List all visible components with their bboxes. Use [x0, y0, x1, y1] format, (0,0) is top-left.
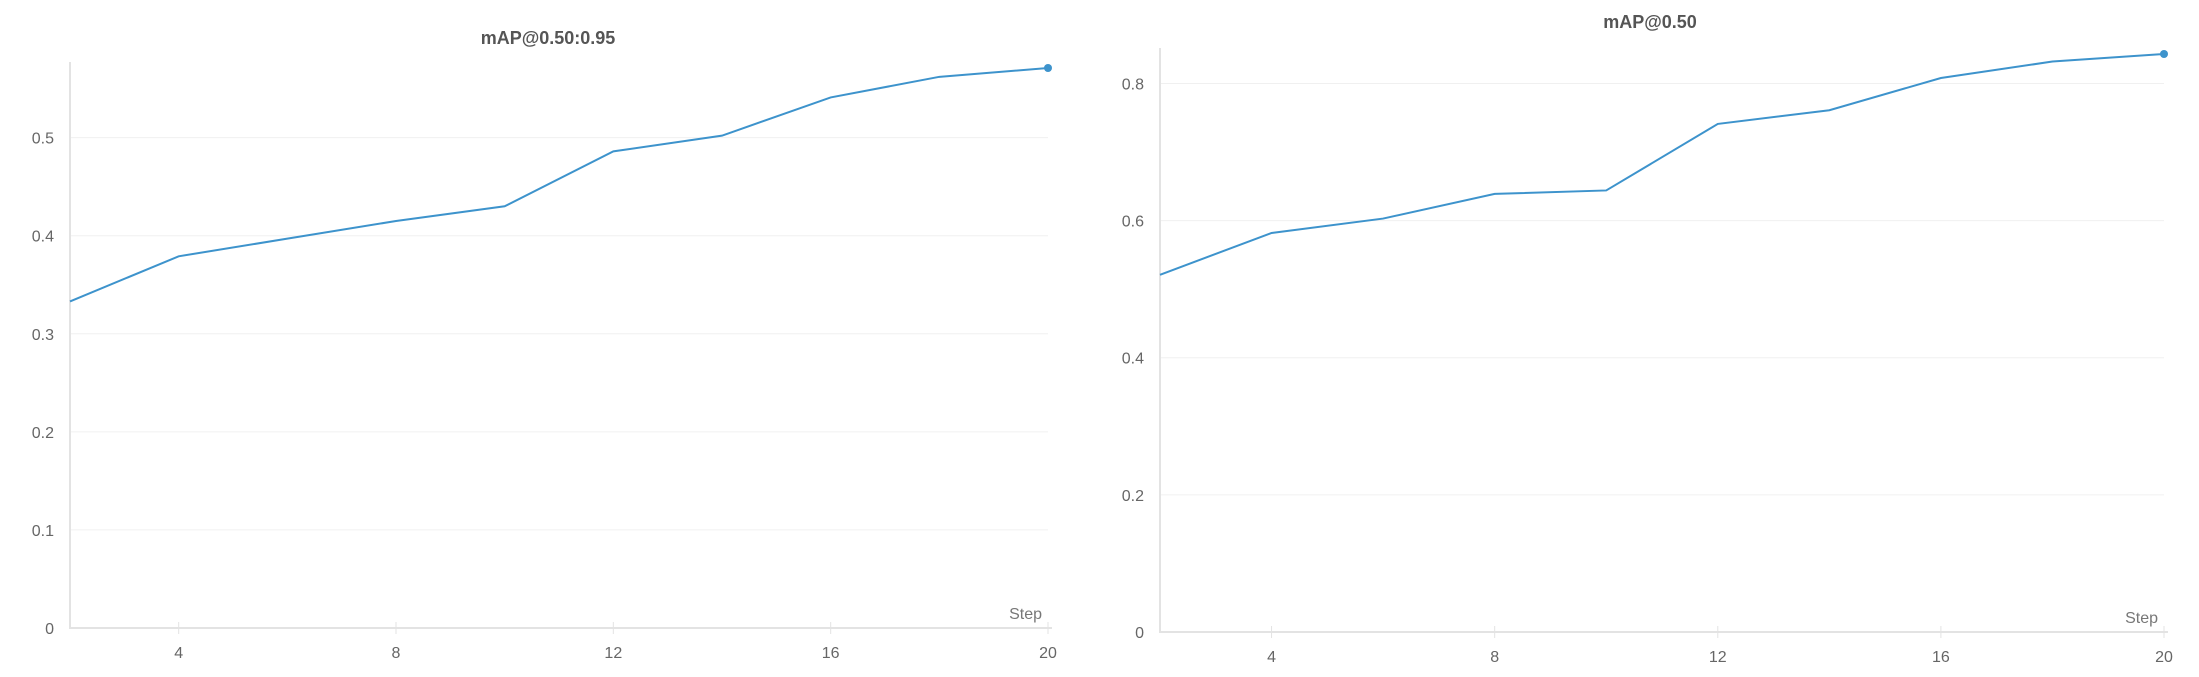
y-tick-label: 0 [45, 621, 54, 638]
y-tick-label: 0.1 [32, 523, 54, 540]
x-tick-label: 16 [822, 645, 840, 662]
data-point [1939, 76, 1943, 80]
data-point [1716, 122, 1720, 126]
chart-title: mAP@0.50:0.95 [481, 28, 616, 48]
y-tick-label: 0.4 [1122, 351, 1144, 368]
y-tick-label: 0.2 [1122, 488, 1144, 505]
data-point [2160, 50, 2168, 58]
data-point [1381, 217, 1385, 221]
x-tick-label: 20 [1039, 645, 1057, 662]
x-axis-label: Step [1009, 606, 1042, 623]
data-point [503, 204, 507, 208]
chart-panel-map-50: mAP@0.50 0 0.2 0.4 0.6 0.8 4 8 12 16 20 Step [1090, 0, 2199, 677]
x-tick-label: 8 [392, 645, 401, 662]
data-point [611, 149, 615, 153]
y-tick-label: 0.3 [32, 327, 54, 344]
data-point [1270, 231, 1274, 235]
data-point [1493, 192, 1497, 196]
data-point [1604, 188, 1608, 192]
chart-title: mAP@0.50 [1603, 12, 1697, 32]
x-tick-label: 4 [1267, 649, 1276, 666]
x-tick-label: 8 [1490, 649, 1499, 666]
data-point [937, 75, 941, 79]
data-point [1044, 64, 1052, 72]
chart-map-50: mAP@0.50 0 0.2 0.4 0.6 0.8 4 8 12 16 20 Step [1122, 12, 2173, 666]
x-tick-label: 16 [1932, 649, 1950, 666]
x-tick-label: 12 [1709, 649, 1727, 666]
data-point [394, 219, 398, 223]
y-tick-label: 0.6 [1122, 214, 1144, 231]
y-tick-label: 0 [1135, 625, 1144, 642]
data-point [285, 237, 289, 241]
y-tick-label: 0.8 [1122, 76, 1144, 93]
chart-map-50-95: mAP@0.50:0.95 0 0.1 0.2 0.3 0.4 0.5 4 8 12 16 20 Ste… [32, 28, 1057, 662]
y-tick-label: 0.2 [32, 425, 54, 442]
series-line [1159, 53, 2165, 276]
y-tick-label: 0.5 [32, 131, 54, 148]
data-point [2050, 60, 2054, 64]
data-point [1827, 108, 1831, 112]
data-point [829, 95, 833, 99]
data-point [720, 134, 724, 138]
x-tick-label: 12 [604, 645, 622, 662]
x-tick-label: 4 [174, 645, 183, 662]
x-axis-label: Step [2125, 610, 2158, 627]
chart-panel-map-50-95: mAP@0.50:0.95 0 0.1 0.2 0.3 0.4 0.5 4 8 12 16 20 Ste… [0, 0, 1090, 677]
data-point [68, 299, 72, 303]
data-point [1158, 273, 1162, 277]
y-tick-label: 0.4 [32, 229, 54, 246]
data-point [177, 254, 181, 258]
x-tick-label: 20 [2155, 649, 2173, 666]
series-line [69, 67, 1049, 303]
